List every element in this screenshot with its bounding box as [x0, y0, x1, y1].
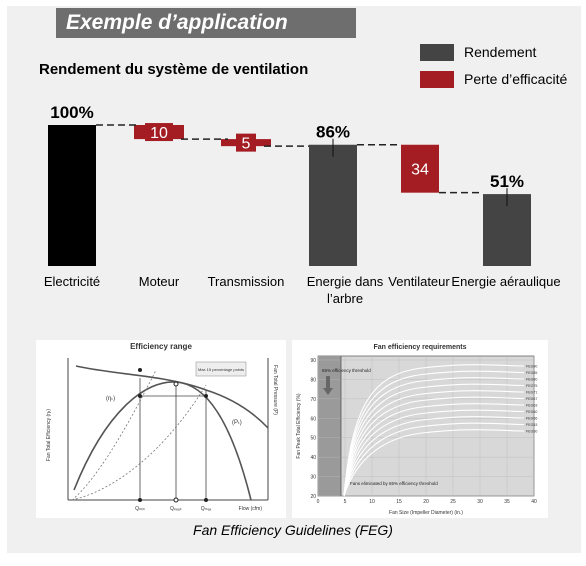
- value-label: 86%: [316, 123, 350, 142]
- y-tick-label: 70: [310, 397, 316, 403]
- feg-curve: [343, 390, 525, 497]
- category-label: Ventilateur: [388, 274, 450, 289]
- y-tick-label: 30: [310, 475, 316, 481]
- category-label: Energie aéraulique: [451, 274, 561, 289]
- value-label: 51%: [490, 172, 524, 191]
- feg-curve: [343, 396, 525, 497]
- system-curve-dashed: [71, 384, 207, 501]
- x-tick-label: 40: [531, 499, 537, 505]
- x-tick-label: 10: [369, 499, 375, 505]
- max-annotation: Max 15 percentage points: [198, 367, 244, 372]
- feg-label: FEG75: [526, 384, 537, 388]
- bar-loss: [145, 123, 173, 142]
- feg-label: FEG56: [526, 417, 537, 421]
- x-tick-label: 30: [477, 499, 483, 505]
- x-tick-label: 5: [344, 499, 347, 505]
- down-arrow-icon: [323, 376, 333, 395]
- efficiency-range-figure: Efficiency range Fan Total Efficiency (η…: [36, 340, 286, 518]
- y-tick-label: 50: [310, 436, 316, 442]
- category-label: Electricité: [43, 274, 101, 289]
- waterfall-chart: 100% 10 5 86% 34 51%: [48, 103, 531, 266]
- feg-label: FEG80: [526, 378, 537, 382]
- pressure-axis-label: Fan Total Pressure (P): [272, 365, 278, 415]
- fan-efficiency-svg: Fan efficiency requirements Fan Peak Tot…: [296, 344, 537, 516]
- feg-label: FEG90: [526, 365, 537, 369]
- page-title: Exemple d’application: [56, 8, 356, 38]
- feg-curve: [343, 416, 525, 497]
- y-tick-label: 20: [310, 494, 316, 500]
- category-label: Transmission: [207, 274, 285, 289]
- feg-curve: [343, 370, 525, 497]
- y-tick-label: 90: [310, 358, 316, 364]
- feg-curve: [343, 429, 525, 497]
- legend-swatch-perte: [420, 71, 454, 88]
- pressure-label: (Pₜ): [232, 420, 242, 426]
- feg-curve: [343, 403, 525, 497]
- bar-loss: [236, 133, 256, 152]
- loss-label: 10: [150, 125, 168, 142]
- legend-label-perte: Perte d’efficacité: [464, 71, 568, 87]
- category-label: Moteur: [138, 274, 180, 289]
- y-tick-label: 60: [310, 416, 316, 422]
- x-tick-label: 0: [317, 499, 320, 505]
- q-label: Qₚₑₐₖ: [170, 506, 182, 512]
- y-tick-label: 80: [310, 377, 316, 383]
- eliminated-label: Fans eliminated by 65% efficiency thresh…: [350, 481, 438, 486]
- flow-label: Flow (cfm): [239, 506, 263, 512]
- efficiency-curve: [73, 381, 252, 501]
- feg-curve: [343, 383, 525, 497]
- feg-label: FEG50: [526, 430, 537, 434]
- fan-efficiency-requirements-figure: Fan efficiency requirements Fan Peak Tot…: [292, 340, 548, 518]
- x-tick-label: 25: [450, 499, 456, 505]
- feg-curve: [343, 377, 525, 497]
- threshold-label: 65% efficiency threshold: [322, 368, 371, 373]
- feg-label: FEG85: [526, 371, 537, 375]
- legend-label-rendement: Rendement: [464, 44, 537, 60]
- bar-loss: [401, 144, 439, 193]
- feg-curve: [343, 409, 525, 497]
- y-axis-label: Fan Peak Total Efficiency (%): [296, 393, 302, 458]
- q-label: Qₘᵢₙ: [135, 506, 145, 512]
- feg-label: FEG60: [526, 410, 537, 414]
- eta-label: (ηₜ): [106, 396, 115, 402]
- figure-caption: Fan Efficiency Guidelines (FEG): [193, 522, 393, 538]
- x-tick-label: 35: [504, 499, 510, 505]
- loss-label: 34: [411, 162, 429, 179]
- feg-label: FEG71: [526, 391, 537, 395]
- bar-total: [309, 144, 357, 266]
- x-tick-label: 20: [423, 499, 429, 505]
- value-label: 100%: [50, 103, 93, 122]
- x-tick-label: 15: [396, 499, 402, 505]
- feg-label: FEG67: [526, 397, 537, 401]
- y-tick-label: 40: [310, 455, 316, 461]
- fan-efficiency-title: Fan efficiency requirements: [374, 344, 467, 351]
- system-curve-dashed: [71, 369, 157, 501]
- feg-curve: [343, 364, 525, 497]
- efficiency-range-title: Efficiency range: [130, 342, 192, 351]
- feg-curve: [343, 422, 525, 497]
- efficiency-axis-label: Fan Total Efficiency (ηₜ): [46, 409, 52, 461]
- legend-swatch-rendement: [420, 44, 454, 61]
- x-axis-label: Fan Size (Impeller Diameter) (in.): [389, 510, 463, 516]
- efficiency-range-svg: Efficiency range Fan Total Efficiency (η…: [46, 342, 278, 512]
- feg-label: FEG53: [526, 423, 537, 427]
- category-label: Energie dans l’arbre: [306, 274, 384, 306]
- chart-title: Rendement du système de ventilation: [39, 61, 309, 78]
- pressure-curve: [75, 365, 269, 429]
- bar-electricite: [48, 125, 96, 266]
- loss-label: 5: [242, 136, 251, 153]
- q-label: Qₘₐₓ: [201, 506, 212, 512]
- feg-label: FEG63: [526, 404, 537, 408]
